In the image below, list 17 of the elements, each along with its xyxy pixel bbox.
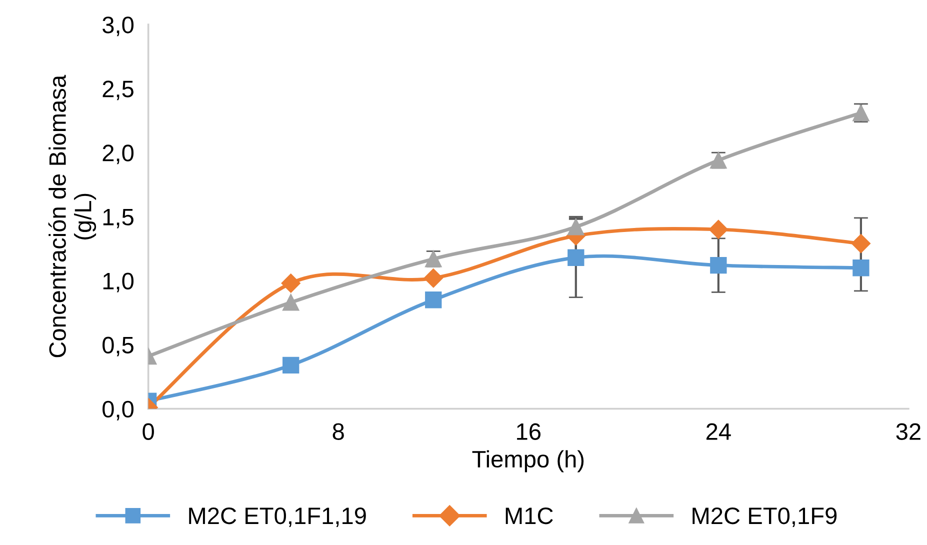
x-tick-label: 24 <box>706 423 731 440</box>
x-tick-label: 16 <box>517 423 540 440</box>
y-tick-label: 0,0 <box>102 400 134 420</box>
y-tick-label: 2,5 <box>102 80 134 100</box>
legend-label: M1C <box>506 507 553 524</box>
y-axis-title: Concentración de Biomasa (g/L) <box>48 74 96 358</box>
y-tick-label: 1,5 <box>103 208 134 228</box>
y-tick-label: 2,0 <box>102 144 134 164</box>
x-tick-label: 32 <box>896 423 920 440</box>
y-tick-label: 0,5 <box>102 336 134 356</box>
x-tick-label: 0 <box>142 423 154 440</box>
y-tick-label: 1,0 <box>103 272 134 292</box>
y-tick-label: 3,0 <box>102 16 134 36</box>
x-axis-title: Tiempo (h) <box>472 450 584 472</box>
x-tick-label: 8 <box>332 423 344 440</box>
legend-label: M2C ET0,1F1,19 <box>189 507 366 527</box>
legend-label: M2C ET0,1F9 <box>692 507 837 527</box>
